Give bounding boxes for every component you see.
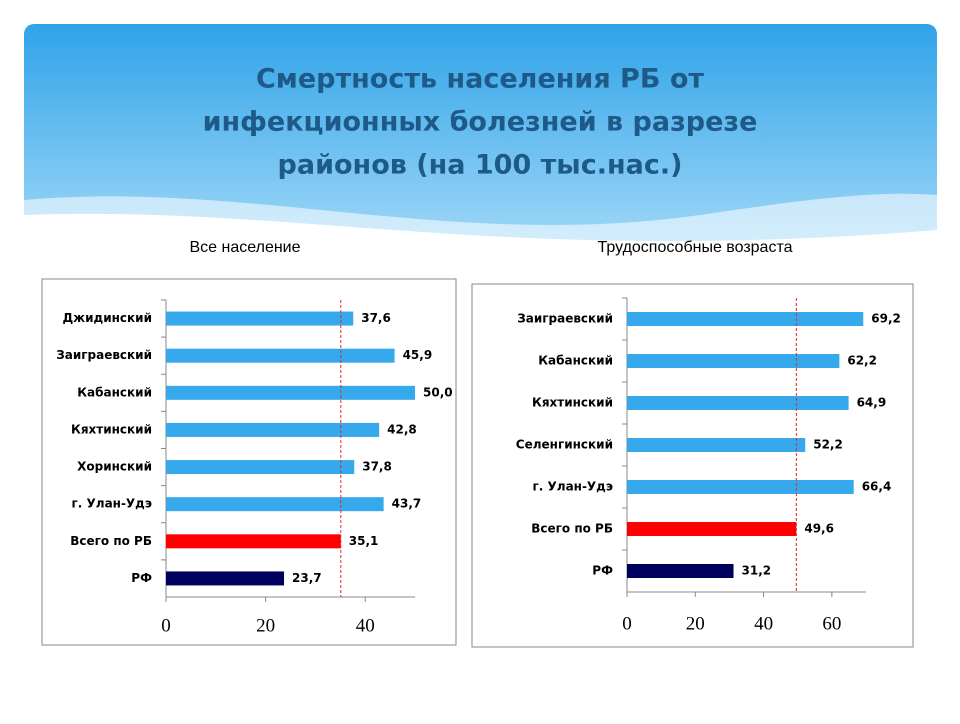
bar xyxy=(627,438,806,452)
bar xyxy=(627,396,849,410)
y-tick-label: Кяхтинский xyxy=(532,396,613,410)
data-label: 35,1 xyxy=(349,534,379,548)
y-tick-label: Хоринский xyxy=(77,460,152,474)
slide-title: инфекционных болезней в разрезе xyxy=(203,107,758,138)
chart-title: Все население xyxy=(189,239,300,256)
bar xyxy=(166,311,354,326)
bar xyxy=(166,571,285,586)
data-label: 50,0 xyxy=(423,385,453,399)
data-label: 45,9 xyxy=(403,348,433,362)
y-tick-label: Всего по РБ xyxy=(70,534,152,548)
bar xyxy=(627,480,854,494)
y-tick-label: г. Улан-Удэ xyxy=(72,497,152,511)
y-tick-label: Кабанский xyxy=(538,354,613,368)
y-tick-label: г. Улан-Удэ xyxy=(533,480,613,494)
x-tick-label: 40 xyxy=(754,613,773,634)
bar xyxy=(166,497,384,512)
data-label: 52,2 xyxy=(813,438,843,452)
x-tick-label: 20 xyxy=(256,615,275,636)
y-tick-label: РФ xyxy=(131,571,152,585)
data-label: 49,6 xyxy=(804,522,834,536)
x-tick-label: 0 xyxy=(622,613,632,634)
y-tick-label: Джидинский xyxy=(62,311,152,325)
bar xyxy=(166,422,380,437)
slide-title: районов (на 100 тыс.нас.) xyxy=(278,150,683,181)
bar xyxy=(627,564,734,578)
bar xyxy=(166,534,341,549)
y-tick-label: РФ xyxy=(592,564,613,578)
bar xyxy=(627,312,864,326)
data-label: 31,2 xyxy=(742,564,772,578)
chart-frame xyxy=(471,283,914,648)
bar xyxy=(627,354,840,368)
x-tick-label: 20 xyxy=(686,613,705,634)
data-label: 23,7 xyxy=(292,571,322,585)
data-label: 42,8 xyxy=(387,422,417,436)
data-label: 66,4 xyxy=(862,480,892,494)
y-tick-label: Селенгинский xyxy=(516,438,613,452)
x-tick-label: 40 xyxy=(356,615,375,636)
bar xyxy=(627,522,797,536)
y-tick-label: Кабанский xyxy=(77,385,152,399)
slide-title: Смертность населения РБ от xyxy=(256,64,704,95)
wave xyxy=(24,213,937,264)
data-label: 43,7 xyxy=(392,497,422,511)
y-tick-label: Заиграевский xyxy=(517,312,613,326)
bar xyxy=(166,348,395,363)
bar xyxy=(166,385,415,400)
data-label: 62,2 xyxy=(847,354,877,368)
data-label: 37,8 xyxy=(362,460,392,474)
data-label: 69,2 xyxy=(871,312,901,326)
data-label: 64,9 xyxy=(857,396,887,410)
data-label: 37,6 xyxy=(361,311,391,325)
chart-title: Трудоспособные возраста xyxy=(598,239,793,256)
y-tick-label: Кяхтинский xyxy=(71,422,152,436)
y-tick-label: Заиграевский xyxy=(56,348,152,362)
x-tick-label: 60 xyxy=(822,613,841,634)
y-tick-label: Всего по РБ xyxy=(531,522,613,536)
bar xyxy=(166,460,355,475)
x-tick-label: 0 xyxy=(161,615,171,636)
